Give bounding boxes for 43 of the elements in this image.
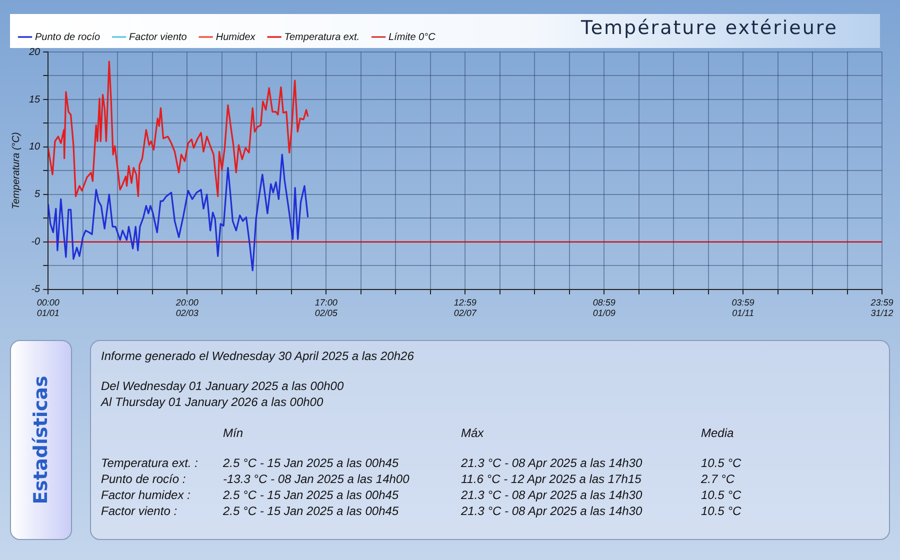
text: -13.3 °C - 08 Jan 2025 a las 14h00 [223, 472, 410, 486]
y-tick-label: -5 [31, 284, 41, 296]
y-axis-title: Temperatura (°C) [10, 132, 22, 210]
text: Mín [223, 426, 244, 440]
x-tick-label: 20:00 02/03 [174, 297, 198, 318]
legend-label: Límite 0°C [388, 32, 436, 43]
text: 2.5 °C - 15 Jan 2025 a las 00h45 [223, 488, 399, 502]
text: Máx [461, 426, 484, 440]
legend-label: Factor viento [129, 32, 188, 43]
text: 21.3 °C - 08 Apr 2025 a las 14h30 [461, 456, 642, 470]
y-tick-label: 10 [29, 142, 41, 153]
text: 10.5 °C [701, 456, 742, 470]
text: 10.5 °C [701, 504, 742, 518]
x-tick-label: 17:00 02/05 [314, 297, 338, 318]
text: Punto de rocío : [101, 472, 186, 486]
x-tick-label: 08:59 01/09 [592, 297, 616, 318]
text: 2.7 °C [701, 472, 734, 486]
y-tick-label: -0 [31, 236, 41, 248]
y-tick-label: 5 [34, 189, 41, 200]
text: Del Wednesday 01 January 2025 a las 00h00 [101, 379, 344, 393]
text: 11.6 °C - 12 Apr 2025 a las 17h15 [461, 472, 642, 486]
text: Factor humidex : [101, 488, 190, 502]
x-tick-label: 00:00 01/01 [36, 297, 60, 318]
text: 21.3 °C - 08 Apr 2025 a las 14h30 [461, 488, 642, 502]
legend-label: Humidex [216, 32, 256, 43]
text: Factor viento : [101, 504, 178, 518]
text: Informe generado el Wednesday 30 April 2025 a las 20h26 [101, 349, 414, 363]
text: 10.5 °C [701, 488, 742, 502]
x-tick-label: 12:59 02/07 [454, 297, 478, 318]
x-tick-label: 23:59 31/12 [870, 297, 894, 318]
text: Temperatura ext. : [101, 456, 198, 470]
y-tick-label: 15 [29, 94, 41, 106]
y-tick-label: 20 [28, 46, 41, 58]
chart-title: Température extérieure [580, 17, 838, 39]
text: 2.5 °C - 15 Jan 2025 a las 00h45 [223, 504, 399, 518]
text: 2.5 °C - 15 Jan 2025 a las 00h45 [223, 456, 399, 470]
text: Estadísticas [30, 376, 52, 504]
text: Media [701, 426, 734, 440]
text: Al Thursday 01 January 2026 a las 00h00 [101, 395, 324, 409]
legend-label: Punto de rocío [35, 32, 100, 43]
text: 21.3 °C - 08 Apr 2025 a las 14h30 [461, 504, 642, 518]
x-tick-label: 03:59 01/11 [732, 297, 754, 318]
legend-label: Temperatura ext. [284, 32, 360, 43]
